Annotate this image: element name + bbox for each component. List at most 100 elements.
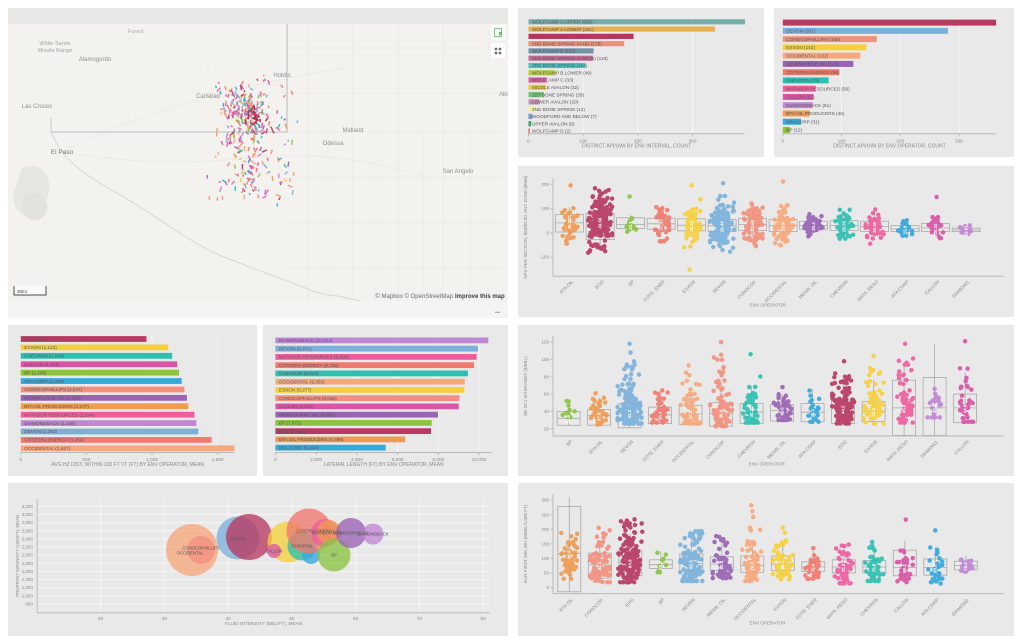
svg-text:CHEVRON (1,154): CHEVRON (1,154)	[24, 354, 64, 359]
svg-text:3,000: 3,000	[22, 512, 34, 517]
svg-text:WOLFCAMP B (119): WOLFCAMP B (119)	[532, 49, 576, 54]
svg-text:2,600: 2,600	[22, 528, 34, 533]
svg-text:2ND BONE SPRING (13): 2ND BONE SPRING (13)	[532, 107, 585, 112]
svg-text:CHEVRON (78): CHEVRON (78)	[786, 78, 820, 83]
svg-text:El Paso: El Paso	[51, 149, 74, 156]
svg-text:70.8: 70.8	[872, 563, 877, 572]
svg-text:BP: BP	[331, 553, 337, 558]
svg-text:300: 300	[541, 498, 549, 503]
svg-text:26.46: 26.46	[872, 221, 877, 233]
svg-text:30: 30	[162, 616, 168, 621]
svg-text:•••: •••	[495, 310, 501, 316]
svg-text:2,000: 2,000	[22, 553, 34, 558]
svg-text:BTA OIL PRODUCERS (1,277): BTA OIL PRODUCERS (1,277)	[24, 404, 89, 409]
svg-text:6,000: 6,000	[392, 457, 404, 463]
svg-text:NPV PER SECTION, $50/$3.00, AN: NPV PER SECTION, $50/$3.00, ANY ZONE ($M…	[523, 175, 528, 278]
svg-text:MATADOR RESOURCES (56): MATADOR RESOURCES (56)	[786, 86, 850, 91]
svg-text:-100: -100	[540, 255, 550, 260]
svg-text:White Sands: White Sands	[39, 41, 70, 47]
svg-text:OCCIDENTAL (9,355): OCCIDENTAL (9,355)	[279, 379, 325, 384]
svg-text:500: 500	[82, 457, 90, 463]
svg-text:DEVON (1,353): DEVON (1,353)	[24, 429, 57, 434]
svg-text:43.56: 43.56	[597, 217, 602, 229]
svg-text:Improve this map: Improve this map	[455, 294, 505, 300]
svg-text:1,000: 1,000	[146, 457, 158, 463]
svg-text:Hobbs: Hobbs	[273, 73, 290, 79]
svg-text:10,000: 10,000	[472, 457, 487, 463]
svg-text:300: 300	[955, 138, 963, 144]
svg-text:WOLFCAMP A LOWER (341): WOLFCAMP A LOWER (341)	[532, 27, 594, 32]
svg-text:68.0: 68.0	[933, 564, 938, 573]
svg-text:MEWBOURNE OIL: MEWBOURNE OIL	[333, 531, 370, 536]
svg-text:BE 20:1 WTI/NYMEX ($/BBL): BE 20:1 WTI/NYMEX ($/BBL)	[523, 356, 528, 416]
svg-text:44.6: 44.6	[962, 404, 967, 413]
svg-text:OCCIDENTAL (132): OCCIDENTAL (132)	[786, 53, 828, 58]
svg-text:250: 250	[541, 512, 549, 517]
svg-text:78.2: 78.2	[658, 561, 663, 570]
svg-text:EXXON (9,277): EXXON (9,277)	[279, 388, 312, 393]
svg-text:CHEVRON: CHEVRON	[292, 544, 313, 549]
svg-text:2,800: 2,800	[22, 520, 34, 525]
svg-text:PROPPANT INTENSITY (LBS/FT), M: PROPPANT INTENSITY (LBS/FT), MEAN	[15, 515, 20, 597]
svg-text:Midland: Midland	[342, 128, 363, 134]
svg-text:3RD BONE SPRING (104): 3RD BONE SPRING (104)	[532, 63, 588, 68]
svg-text:COTERRA ENERGY (96): COTERRA ENERGY (96)	[786, 70, 840, 75]
svg-text:100: 100	[838, 138, 846, 144]
svg-text:MEWBOURNE OIL (8,002): MEWBOURNE OIL (8,002)	[279, 412, 336, 417]
svg-text:80.0: 80.0	[719, 560, 724, 569]
svg-text:40.88: 40.88	[567, 218, 572, 230]
svg-text:82.1: 82.1	[597, 561, 602, 570]
svg-text:1,500: 1,500	[212, 457, 224, 463]
svg-text:800: 800	[25, 601, 33, 606]
svg-text:30.4: 30.4	[811, 222, 816, 231]
svg-text:© Mapbox © OpenStreetMap: © Mapbox © OpenStreetMap	[375, 293, 453, 300]
svg-text:EOG (957): EOG (957)	[24, 337, 47, 342]
svg-text:60: 60	[353, 616, 359, 621]
svg-text:COTERRA ENERGY (1,454): COTERRA ENERGY (1,454)	[24, 438, 84, 443]
svg-text:CONOCOPHILLIPS (9,046): CONOCOPHILLIPS (9,046)	[279, 396, 337, 401]
svg-text:CONOCOPHILLIPS: CONOCOPHILLIPS	[182, 546, 219, 551]
svg-text:29.9: 29.9	[780, 222, 785, 231]
svg-text:EXXON (1,123): EXXON (1,123)	[24, 345, 57, 350]
svg-text:BP (12): BP (12)	[786, 128, 802, 133]
svg-text:0: 0	[274, 457, 277, 463]
svg-text:CALLON (52): CALLON (52)	[786, 95, 815, 100]
svg-text:BTA OIL PRODUCERS (6,398): BTA OIL PRODUCERS (6,398)	[279, 437, 344, 442]
svg-text:20: 20	[98, 616, 104, 621]
svg-text:ENV OPERATOR: ENV OPERATOR	[749, 462, 786, 467]
svg-text:12.01: 12.01	[963, 225, 968, 237]
svg-text:0: 0	[546, 585, 549, 590]
svg-text:San Angelo: San Angelo	[443, 169, 474, 175]
svg-text:300: 300	[689, 138, 697, 144]
svg-text:APA CORP (31): APA CORP (31)	[786, 119, 820, 124]
svg-text:MATADOR RESOURCES (9,898): MATADOR RESOURCES (9,898)	[279, 355, 349, 360]
svg-text:CHEVRON (9,513): CHEVRON (9,513)	[279, 371, 319, 376]
svg-text:20: 20	[544, 426, 550, 431]
svg-text:20.32: 20.32	[933, 223, 938, 235]
svg-text:82.4: 82.4	[689, 560, 694, 569]
svg-text:EOG: EOG	[624, 597, 635, 608]
svg-text:EUR FIRST 360, WH (MBBL/1,000: EUR FIRST 360, WH (MBBL/1,000 FT)	[523, 504, 528, 583]
svg-text:3,200: 3,200	[22, 504, 34, 509]
svg-text:33.68: 33.68	[750, 220, 755, 232]
svg-text:EOG: EOG	[837, 439, 848, 450]
svg-text:1,400: 1,400	[22, 577, 34, 582]
svg-text:1ST BONE SPRING (28): 1ST BONE SPRING (28)	[532, 92, 584, 97]
svg-text:60: 60	[544, 392, 550, 397]
svg-text:34.6: 34.6	[566, 414, 571, 423]
svg-text:DIAMONDBACK (51): DIAMONDBACK (51)	[786, 103, 831, 108]
svg-text:150: 150	[541, 541, 549, 546]
svg-text:Carlsbad: Carlsbad	[196, 94, 220, 100]
svg-text:40.2: 40.2	[749, 408, 754, 417]
svg-text:4,000: 4,000	[351, 457, 363, 463]
svg-text:DEVON (9,971): DEVON (9,971)	[279, 346, 312, 351]
svg-text:200: 200	[541, 182, 549, 187]
svg-text:1,800: 1,800	[22, 561, 34, 566]
svg-text:38.2: 38.2	[688, 410, 693, 419]
svg-text:44.3: 44.3	[871, 408, 876, 417]
svg-text:Odessa: Odessa	[323, 141, 344, 147]
svg-text:200: 200	[541, 527, 549, 532]
svg-text:0: 0	[781, 138, 784, 144]
svg-text:MATADOR RESOURCES (1,324): MATADOR RESOURCES (1,324)	[24, 412, 94, 417]
svg-text:DIAMONDBACK: DIAMONDBACK	[357, 532, 388, 537]
